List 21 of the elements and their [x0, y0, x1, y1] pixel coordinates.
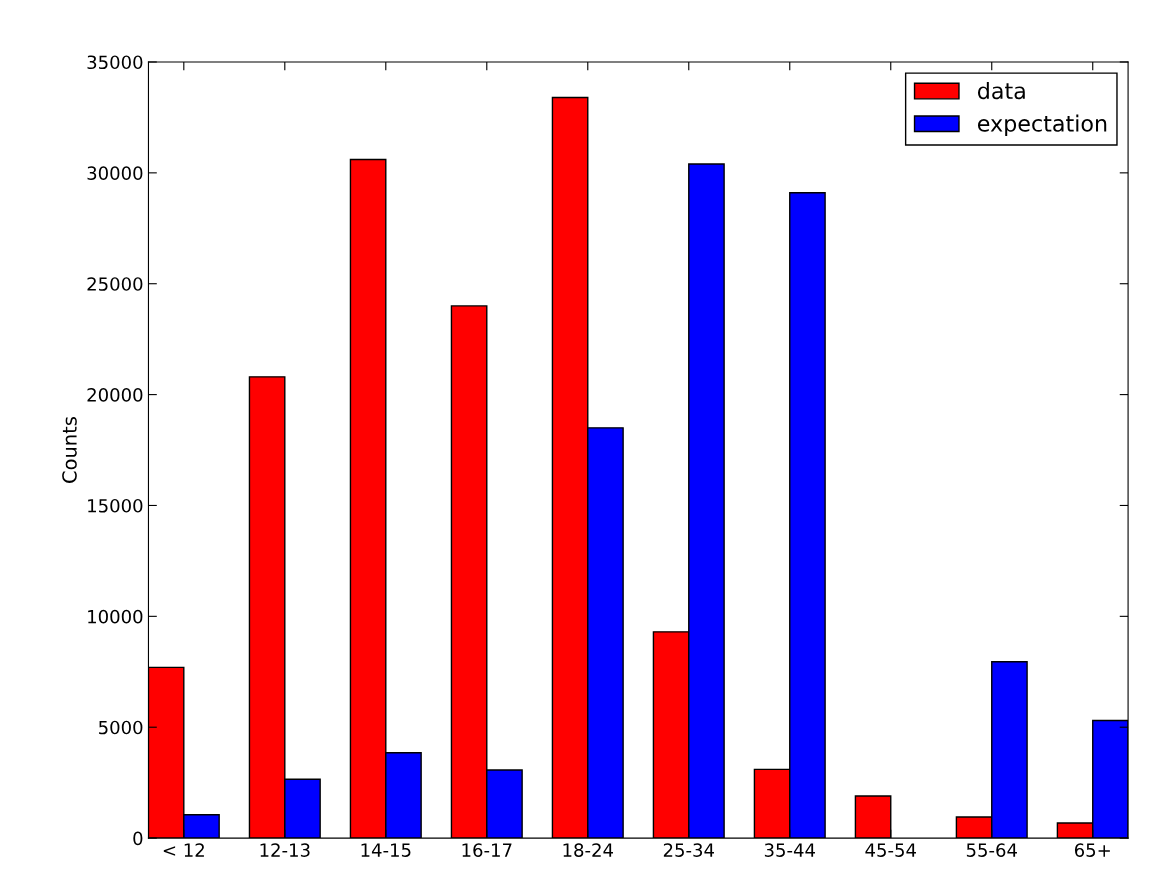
legend-label: expectation — [977, 114, 1107, 137]
x-tick-label: 45-54 — [865, 843, 916, 857]
x-tick-label: 14-15 — [361, 843, 411, 857]
y-tick-label: 5000 — [99, 720, 143, 735]
y-tick-label: 30000 — [87, 166, 143, 180]
x-tick-label: 35-44 — [764, 843, 815, 857]
y-tick-label: 0 — [133, 831, 143, 846]
legend-label: data — [977, 81, 1025, 100]
y-tick-label: 35000 — [87, 55, 143, 70]
y-axis-title: Counts — [62, 417, 77, 483]
x-tick-label: 65+ — [1074, 843, 1110, 857]
y-tick-label: 20000 — [87, 388, 143, 402]
x-tick-label: < 12 — [163, 843, 204, 857]
x-tick-label: 25-34 — [663, 843, 714, 857]
y-tick-label: 25000 — [87, 277, 143, 291]
x-tick-label: 18-24 — [563, 843, 613, 857]
y-tick-label: 10000 — [88, 609, 143, 624]
x-tick-label: 16-17 — [462, 843, 512, 857]
x-tick-label: 55-64 — [966, 843, 1017, 857]
x-tick-label: 12-13 — [260, 843, 310, 857]
y-tick-label: 15000 — [88, 498, 143, 513]
